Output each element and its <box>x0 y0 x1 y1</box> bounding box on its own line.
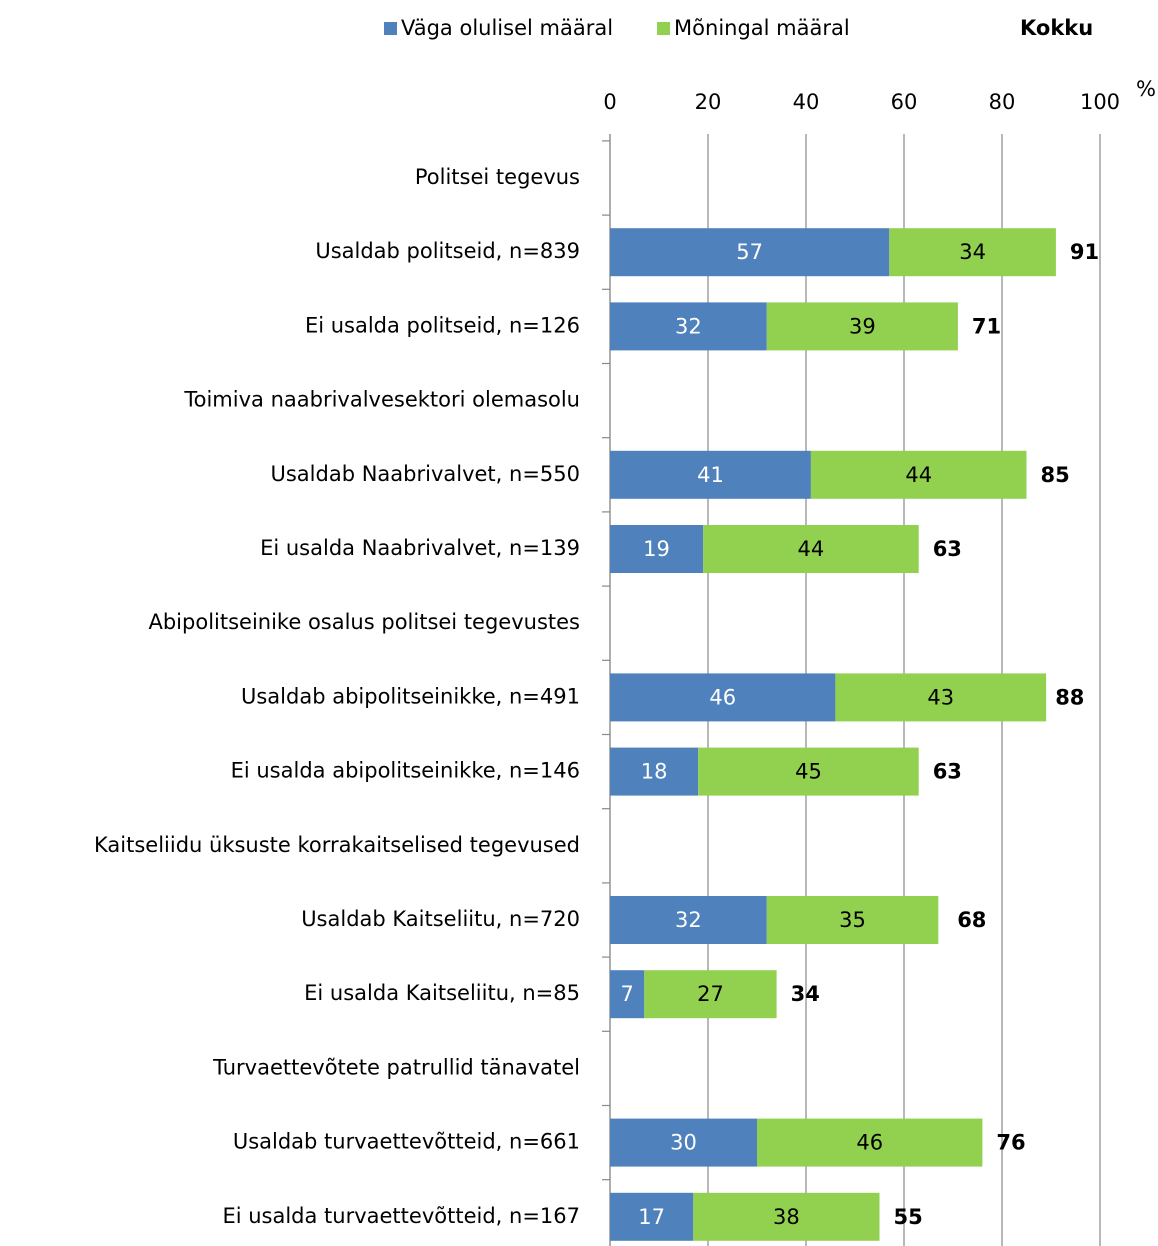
y-tick-label: Usaldab politseid, n=839 <box>315 239 580 263</box>
bar <box>766 896 939 944</box>
bar <box>610 302 767 351</box>
y-tick-label: Usaldab Naabrivalvet, n=550 <box>270 462 580 486</box>
data-label: 46 <box>709 685 736 709</box>
total-label: 71 <box>972 314 1001 338</box>
bar <box>835 673 1047 722</box>
bar <box>757 1118 983 1167</box>
y-tick-label: Usaldab Kaitseliitu, n=720 <box>301 907 580 931</box>
data-label: 30 <box>670 1131 697 1155</box>
y-tick-label: Ei usalda turvaettevõtteid, n=167 <box>222 1204 580 1228</box>
axis-unit: % <box>1136 77 1156 101</box>
bar <box>644 970 777 1019</box>
bar <box>610 228 890 277</box>
data-label: 32 <box>675 908 702 932</box>
data-label: 18 <box>641 760 668 784</box>
data-label: 44 <box>905 463 932 487</box>
bar <box>889 228 1056 277</box>
y-tick-label: Ei usalda politseid, n=126 <box>305 313 580 337</box>
total-label: 34 <box>791 982 820 1006</box>
total-label: 76 <box>996 1131 1025 1155</box>
bar <box>610 673 836 722</box>
data-label: 34 <box>959 240 986 264</box>
data-label: 39 <box>849 314 876 338</box>
legend-swatch <box>657 22 671 35</box>
bar <box>693 1192 880 1241</box>
y-tick-label: Ei usalda abipolitseinikke, n=146 <box>231 759 580 783</box>
data-label: 32 <box>675 314 702 338</box>
bar <box>610 896 767 944</box>
x-tick-label: 80 <box>989 90 1016 114</box>
total-label: 68 <box>957 908 986 932</box>
y-tick-label: Politsei tegevus <box>415 165 580 189</box>
x-tick-label: 60 <box>891 90 918 114</box>
bar <box>698 747 919 796</box>
legend-label: Kokku <box>1020 16 1093 40</box>
data-label: 44 <box>798 537 825 561</box>
bar <box>610 525 704 573</box>
legend-label: Väga olulisel määral <box>401 16 613 40</box>
data-label: 46 <box>856 1131 883 1155</box>
data-label: 57 <box>736 240 763 264</box>
data-label: 19 <box>643 537 670 561</box>
total-label: 55 <box>894 1205 923 1229</box>
y-tick-label: Usaldab abipolitseinikke, n=491 <box>241 684 580 708</box>
bar <box>766 302 958 351</box>
data-label: 41 <box>697 463 724 487</box>
data-label: 7 <box>620 982 633 1006</box>
total-label: 91 <box>1070 240 1099 264</box>
y-tick-label: Usaldab turvaettevõtteid, n=661 <box>233 1130 580 1154</box>
x-tick-label: 0 <box>603 90 616 114</box>
total-label: 85 <box>1041 463 1070 487</box>
y-tick-label: Turvaettevõtete patrullid tänavatel <box>212 1055 580 1079</box>
bar <box>810 450 1027 499</box>
data-label: 45 <box>795 760 822 784</box>
total-label: 63 <box>933 537 962 561</box>
y-tick-label: Ei usalda Naabrivalvet, n=139 <box>260 536 580 560</box>
y-tick-label: Kaitseliidu üksuste korrakaitselised teg… <box>94 833 580 857</box>
data-label: 27 <box>697 982 724 1006</box>
total-label: 63 <box>933 760 962 784</box>
bar <box>610 1118 757 1167</box>
data-label: 43 <box>927 685 954 709</box>
legend-swatch <box>384 22 397 35</box>
bar <box>610 747 699 796</box>
x-tick-label: 20 <box>695 90 722 114</box>
data-label: 38 <box>773 1205 800 1229</box>
total-label: 88 <box>1055 685 1084 709</box>
bar <box>703 525 919 573</box>
x-tick-label: 40 <box>793 90 820 114</box>
bar <box>610 970 645 1019</box>
y-tick-label: Ei usalda Kaitseliitu, n=85 <box>304 981 580 1005</box>
data-label: 17 <box>638 1205 665 1229</box>
y-tick-label: Abipolitseinike osalus politsei tegevust… <box>148 610 580 634</box>
legend-label: Mõningal määral <box>674 16 850 40</box>
bar <box>610 450 811 499</box>
data-label: 35 <box>839 908 866 932</box>
bar <box>610 1192 694 1241</box>
y-tick-label: Toimiva naabrivalvesektori olemasolu <box>183 388 580 412</box>
x-tick-label: 100 <box>1080 90 1120 114</box>
